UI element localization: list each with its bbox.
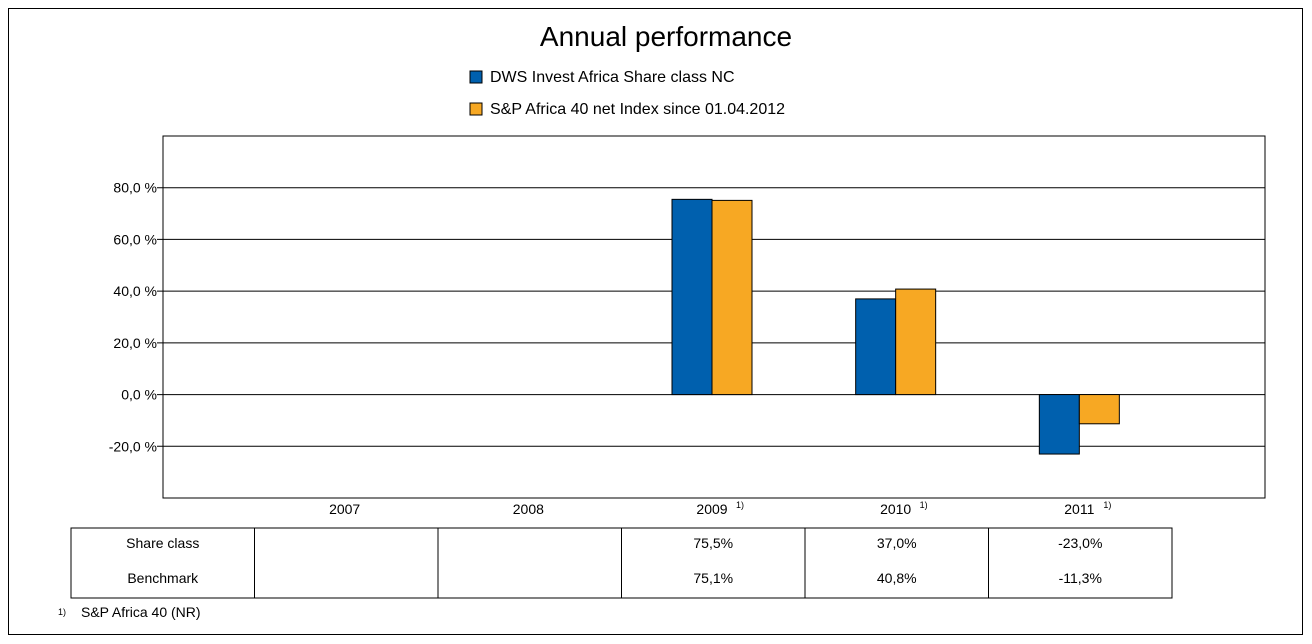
footnote: 1) S&P Africa 40 (NR) [58,604,201,620]
x-tick-footnote: 1) [920,500,928,510]
data-table: Share class 75,5% 37,0% -23,0% Benchmark 75,1… [70,527,1173,599]
x-tick-label: 2010 [880,501,911,517]
table-row-label: Share class [126,535,199,551]
table-cell: -11,3% [1059,570,1102,586]
y-tick-label: 80,0 % [113,180,157,196]
legend-label-1: DWS Invest Africa Share class NC [490,69,735,86]
table-cell: 40,8% [877,570,917,586]
bar-2009-series-2 [711,199,753,396]
table-cell: 75,5% [693,535,733,551]
y-tick-label: 40,0 % [113,283,157,299]
chart-frame [8,8,1303,635]
legend-swatch-2 [469,102,483,116]
x-tick-footnote: 1) [1103,500,1111,510]
x-axis: 2007 2008 2009 1) 2010 1) 2011 1) [329,500,1111,517]
plot-border [162,135,1266,499]
y-tick-label: -20,0 % [109,438,157,454]
legend-label-2: S&P Africa 40 net Index since 01.04.2012 [490,101,785,118]
x-tick-label: 2007 [329,501,360,517]
footnote-text: S&P Africa 40 (NR) [81,604,201,620]
legend: DWS Invest Africa Share class NC S&P Afri… [469,69,785,118]
x-tick-label: 2009 [696,501,727,517]
bar-2011-series-2 [1078,394,1120,425]
bar-2011-series-1 [1038,394,1080,455]
bar-2010-series-1 [855,298,897,396]
footnote-marker: 1) [58,607,66,617]
table-cell: 37,0% [877,535,917,551]
bar-2010-series-2 [895,288,937,396]
y-tick-label: 0,0 % [121,387,157,403]
y-tick-label: 60,0 % [113,231,157,247]
table-cell: -23,0% [1058,535,1102,551]
y-tick-label: 20,0 % [113,335,157,351]
legend-swatch-1 [469,70,483,84]
plot-area: 80,0 % 60,0 % 40,0 % 20,0 % 0,0 % -20,0 % [109,135,1266,499]
bar-2009-series-1 [671,198,713,396]
chart-title: Annual performance [540,21,792,52]
x-tick-label: 2011 [1064,501,1094,517]
table-cell: 75,1% [693,570,733,586]
table-row-label: Benchmark [127,570,199,586]
x-tick-footnote: 1) [736,500,744,510]
x-tick-label: 2008 [513,501,544,517]
